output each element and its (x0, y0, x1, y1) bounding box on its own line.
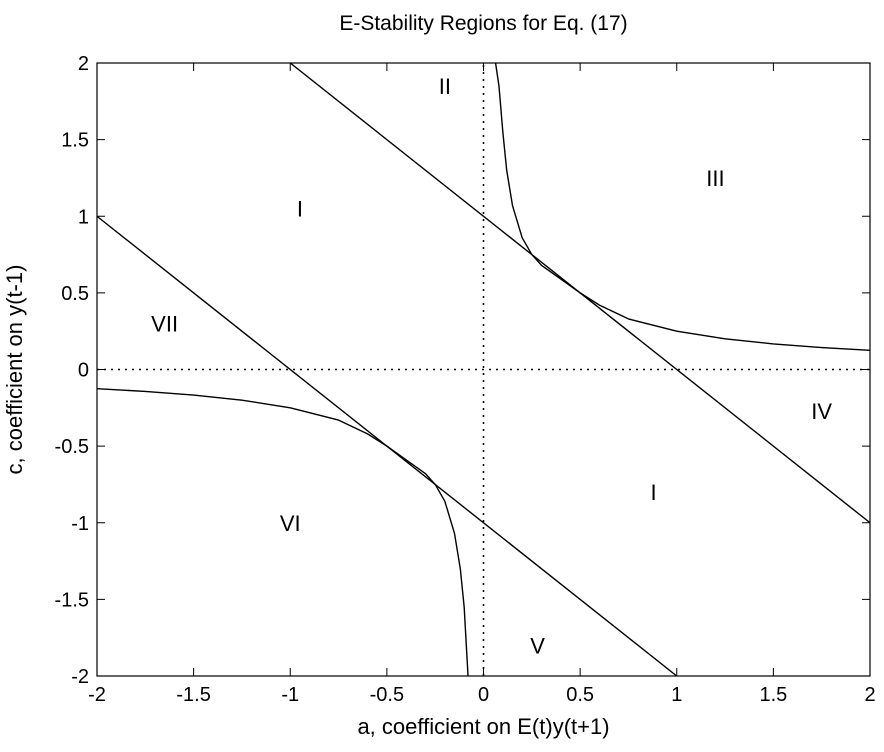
y-tick-label: 1.5 (61, 130, 89, 152)
x-axis-label: a, coefficient on E(t)y(t+1) (357, 714, 609, 739)
x-tick-label: 0 (478, 684, 489, 706)
series-layer (97, 63, 870, 676)
y-tick-label: -1 (71, 513, 89, 535)
boundary-curve-3 (97, 387, 469, 676)
region-label: IV (811, 399, 832, 424)
region-label: I (297, 197, 303, 222)
x-tick-label: -2 (88, 684, 106, 706)
region-label: III (706, 166, 724, 191)
ticks-layer: -2 -1.5 -1 -0.5 0 0.5 1 1.5 2 -2 -1.5 -1 -0.5 0 0.5 1 1.… (55, 53, 876, 706)
region-label: VII (151, 312, 178, 337)
y-tick-label: -0.5 (55, 436, 89, 458)
x-tick-label: 0.5 (566, 684, 594, 706)
x-tick-label: 1 (671, 684, 682, 706)
x-tick-label: -0.5 (370, 684, 404, 706)
boundary-curve-2 (494, 63, 870, 352)
chart-title: E-Stability Regions for Eq. (17) (339, 12, 627, 35)
y-tick-label: 2 (78, 53, 89, 75)
region-label: II (439, 74, 451, 99)
region-label: VI (280, 511, 301, 536)
x-tick-label: -1 (281, 684, 299, 706)
y-tick-label: 1 (78, 206, 89, 228)
x-tick-label: -1.5 (176, 684, 210, 706)
region-label: V (530, 633, 545, 658)
y-tick-label: -2 (71, 666, 89, 688)
y-axis-label: c, coefficient on y(t-1) (2, 265, 27, 475)
x-tick-label: 2 (864, 684, 875, 706)
y-tick-label: 0.5 (61, 283, 89, 305)
y-tick-label: 0 (78, 360, 89, 382)
x-tick-label: 1.5 (759, 684, 787, 706)
y-tick-label: -1.5 (55, 589, 89, 611)
region-label: I (650, 480, 656, 505)
